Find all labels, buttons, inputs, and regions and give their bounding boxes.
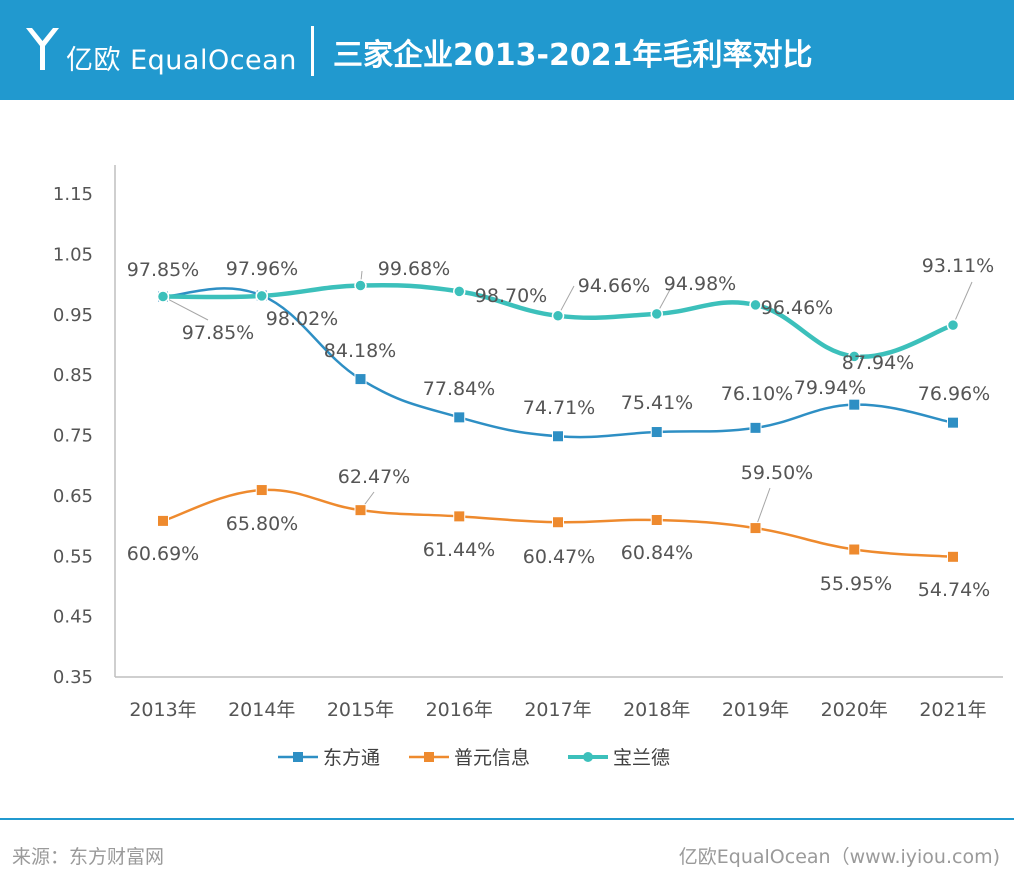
data-label: 97.85% bbox=[127, 259, 199, 281]
y-tick-label: 0.45 bbox=[53, 607, 93, 628]
data-point bbox=[157, 514, 169, 527]
data-point bbox=[947, 416, 959, 429]
data-label: 98.02% bbox=[266, 308, 338, 330]
equalocean-logo-icon bbox=[26, 28, 59, 70]
leader-line bbox=[952, 281, 973, 326]
leader-line bbox=[755, 487, 771, 529]
data-point bbox=[650, 426, 663, 439]
data-label: 60.69% bbox=[127, 543, 199, 565]
data-point bbox=[848, 543, 861, 556]
source-note: 来源：东方财富网 bbox=[12, 846, 165, 868]
data-label: 99.68% bbox=[378, 258, 450, 280]
data-label: 61.44% bbox=[423, 539, 495, 561]
brand-en: EqualOcean bbox=[130, 45, 297, 76]
legend: 东方通 普元信息 宝兰德 bbox=[278, 747, 670, 769]
data-label: 97.96% bbox=[226, 258, 298, 280]
data-point bbox=[354, 279, 367, 292]
y-tick-label: 0.85 bbox=[53, 365, 93, 386]
header-bar: 亿欧 EqualOcean 三家企业2013-2021年毛利率对比 bbox=[0, 0, 1014, 100]
data-label: 75.41% bbox=[621, 392, 693, 414]
x-tick-label: 2014年 bbox=[228, 699, 295, 721]
data-label: 96.46% bbox=[761, 297, 833, 319]
x-tick-label: 2018年 bbox=[623, 699, 690, 721]
data-label: 94.66% bbox=[578, 275, 650, 297]
data-label: 76.10% bbox=[721, 383, 793, 405]
legend-label: 东方通 bbox=[323, 747, 380, 769]
y-tick-label: 0.65 bbox=[53, 486, 93, 507]
data-point bbox=[552, 516, 564, 529]
data-point bbox=[749, 522, 762, 535]
data-label: 59.50% bbox=[741, 462, 813, 484]
footer-divider bbox=[0, 818, 1014, 820]
data-label: 94.98% bbox=[664, 273, 736, 295]
data-label: 60.47% bbox=[523, 546, 595, 568]
data-point bbox=[354, 373, 367, 386]
data-label: 60.84% bbox=[621, 542, 693, 564]
data-label: 62.47% bbox=[338, 466, 410, 488]
data-label: 54.74% bbox=[918, 579, 990, 601]
credit-note: 亿欧EqualOcean（www.iyiou.com) bbox=[678, 846, 1000, 868]
legend-swatch-marker bbox=[583, 752, 593, 762]
x-tick-label: 2020年 bbox=[821, 699, 888, 721]
data-point bbox=[848, 398, 861, 411]
y-tick-label: 0.55 bbox=[53, 546, 93, 567]
data-label: 87.94% bbox=[842, 352, 914, 374]
series-markers bbox=[156, 279, 960, 563]
data-point bbox=[255, 289, 268, 303]
data-point bbox=[453, 510, 466, 523]
data-label: 84.18% bbox=[324, 340, 396, 362]
data-point bbox=[255, 484, 268, 497]
data-label: 93.11% bbox=[922, 255, 994, 277]
legend-swatch-marker bbox=[424, 752, 434, 762]
legend-label: 宝兰德 bbox=[613, 747, 670, 769]
x-tick-label: 2017年 bbox=[524, 699, 591, 721]
data-label: 74.71% bbox=[523, 397, 595, 419]
data-point bbox=[453, 411, 466, 424]
leader-line bbox=[162, 296, 209, 321]
data-point bbox=[552, 430, 564, 443]
data-label: 77.84% bbox=[423, 378, 495, 400]
data-point bbox=[354, 504, 367, 517]
data-point bbox=[453, 285, 466, 298]
data-point bbox=[551, 309, 565, 323]
line-chart: 1.15 1.05 0.95 0.85 0.75 0.65 0.55 0.45 0.35 2013… bbox=[53, 165, 1003, 769]
data-label: 65.80% bbox=[226, 513, 298, 535]
x-tick-label: 2019年 bbox=[722, 699, 789, 721]
data-point bbox=[749, 298, 762, 312]
data-point bbox=[650, 513, 663, 526]
header-divider bbox=[311, 26, 314, 76]
brand-logo-text: 亿欧 EqualOcean bbox=[66, 38, 297, 77]
data-label: 97.85% bbox=[182, 322, 254, 344]
chart-title: 三家企业2013-2021年毛利率对比 bbox=[333, 38, 813, 73]
legend-swatch-marker bbox=[293, 752, 303, 762]
data-point bbox=[848, 350, 861, 363]
data-point bbox=[946, 318, 960, 332]
legend-label: 普元信息 bbox=[454, 747, 530, 769]
axes: 1.15 1.05 0.95 0.85 0.75 0.65 0.55 0.45 0.35 2013… bbox=[53, 165, 1003, 721]
y-tick-label: 1.15 bbox=[53, 184, 93, 205]
data-label: 76.96% bbox=[918, 383, 990, 405]
data-label: 55.95% bbox=[820, 573, 892, 595]
x-tick-label: 2016年 bbox=[426, 699, 493, 721]
data-label: 79.94% bbox=[794, 377, 866, 399]
data-point bbox=[650, 307, 663, 321]
data-point bbox=[749, 421, 762, 434]
x-tick-label: 2013年 bbox=[129, 699, 196, 721]
data-point bbox=[156, 290, 170, 303]
x-tick-label: 2021年 bbox=[919, 699, 986, 721]
data-label: 98.70% bbox=[475, 285, 547, 307]
brand-cn: 亿欧 bbox=[66, 45, 121, 76]
y-tick-label: 0.35 bbox=[53, 667, 93, 688]
x-tick-label: 2015年 bbox=[327, 699, 394, 721]
y-tick-label: 0.95 bbox=[53, 305, 93, 326]
data-labels: 97.85% 98.02% 84.18% 77.84% 74.71% 75.41% 76.1… bbox=[127, 255, 994, 601]
y-tick-label: 1.05 bbox=[53, 244, 93, 265]
data-point bbox=[947, 550, 959, 563]
y-tick-label: 0.75 bbox=[53, 426, 93, 447]
